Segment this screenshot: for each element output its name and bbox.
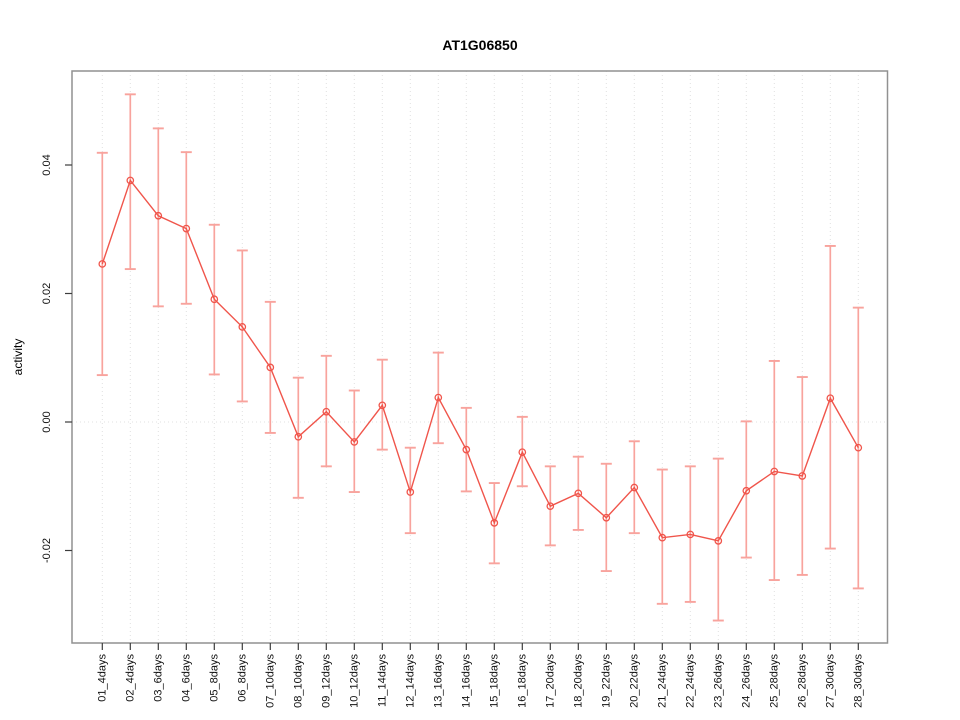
plot-box <box>71 70 889 644</box>
x-tick-label: 25_28days <box>768 654 780 708</box>
data-point <box>742 486 751 495</box>
x-tick-label: 02_4days <box>124 654 136 702</box>
data-point <box>154 211 163 220</box>
series-line <box>101 178 859 542</box>
data-points <box>98 176 863 545</box>
x-tick-label: 24_26days <box>740 654 752 708</box>
data-point <box>210 295 219 304</box>
data-point <box>490 519 499 527</box>
data-point <box>266 363 275 372</box>
data-point <box>294 432 303 441</box>
x-tick-label: 01_4days <box>96 654 108 702</box>
y-tick-label: -0.02 <box>41 538 53 563</box>
x-tick-label: 18_20days <box>572 654 584 708</box>
x-tick-label: 09_12days <box>320 654 332 708</box>
data-point <box>686 530 695 539</box>
data-point <box>322 407 331 416</box>
data-point <box>630 483 639 492</box>
axes <box>65 70 889 650</box>
data-point <box>854 443 863 452</box>
x-tick-label: 26_28days <box>796 654 808 708</box>
x-tick-label: 27_30days <box>824 654 836 708</box>
data-point <box>238 323 247 331</box>
x-tick-label: 12_14days <box>404 654 416 708</box>
data-point <box>574 489 583 498</box>
data-point <box>658 533 667 542</box>
data-point <box>826 394 835 403</box>
data-point <box>546 502 555 511</box>
x-tick-label: 20_22days <box>628 654 640 708</box>
y-tick-label: 0.02 <box>41 283 53 304</box>
chart-title: AT1G06850 <box>442 37 518 53</box>
x-tick-label: 04_6days <box>180 654 192 702</box>
x-tick-label: 06_8days <box>236 654 248 702</box>
data-point <box>378 401 387 410</box>
x-tick-label: 19_22days <box>600 654 612 708</box>
x-tick-label: 11_14days <box>376 654 388 708</box>
tick-labels: -0.02 0.00 0.02 0.04 01_4days 02_4days 03_6day… <box>41 154 864 708</box>
data-point <box>518 448 527 457</box>
data-point <box>462 445 471 454</box>
data-point <box>714 537 723 545</box>
x-tick-label: 17_20days <box>544 654 556 708</box>
x-tick-label: 23_26days <box>712 654 724 708</box>
x-tick-label: 13_16days <box>432 654 444 708</box>
x-tick-label: 22_24days <box>684 654 696 708</box>
y-tick-label: 0.04 <box>41 154 53 175</box>
x-tick-label: 15_18days <box>488 654 500 708</box>
data-point <box>98 260 107 268</box>
gridlines <box>72 71 888 643</box>
data-line <box>101 178 859 542</box>
x-tick-label: 16_18days <box>516 654 528 708</box>
x-tick-label: 10_12days <box>348 654 360 708</box>
data-point <box>182 224 191 233</box>
x-tick-label: 28_30days <box>852 654 864 708</box>
data-point <box>406 488 415 496</box>
y-tick-label: 0.00 <box>41 411 53 432</box>
x-tick-label: 14_16days <box>460 654 472 708</box>
data-point <box>798 472 807 480</box>
data-point <box>602 513 611 522</box>
y-axis-title: activity <box>11 339 25 376</box>
x-tick-label: 05_8days <box>208 654 220 702</box>
data-point <box>434 393 443 402</box>
data-point <box>770 467 779 476</box>
error-bars <box>96 93 864 622</box>
x-tick-label: 08_10days <box>292 654 304 708</box>
x-tick-label: 21_24days <box>656 654 668 708</box>
data-point <box>350 438 359 446</box>
x-tick-label: 07_10days <box>264 654 276 708</box>
x-tick-label: 03_6days <box>152 654 164 702</box>
data-point <box>126 176 135 185</box>
